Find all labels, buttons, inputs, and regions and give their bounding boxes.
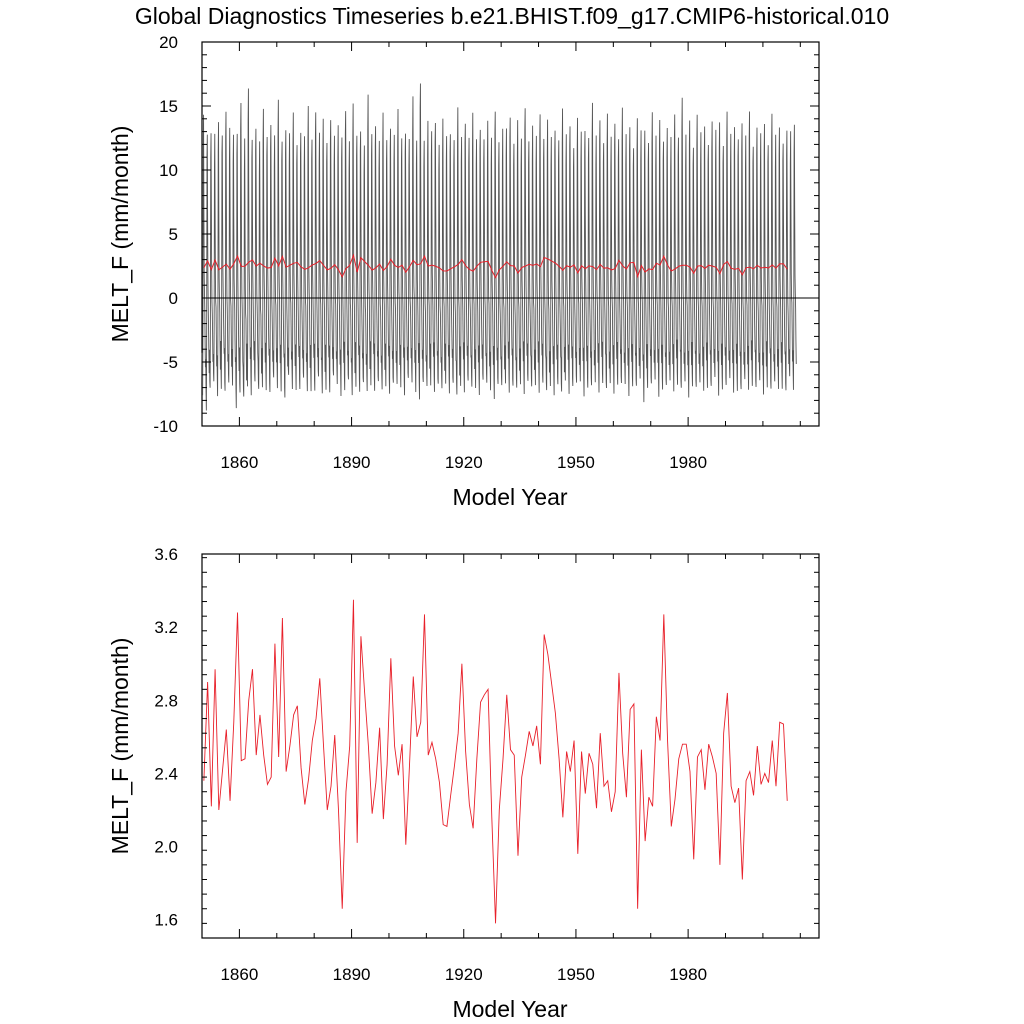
x-tick-label: 1860 bbox=[220, 965, 258, 984]
y-tick-label: 2.4 bbox=[154, 764, 178, 783]
bottom-x-axis-label: Model Year bbox=[452, 996, 567, 1022]
x-tick-label: 1860 bbox=[220, 453, 258, 472]
y-tick-label: 2.8 bbox=[154, 691, 178, 710]
x-tick-label: 1890 bbox=[333, 965, 371, 984]
x-tick-label: 1890 bbox=[333, 453, 371, 472]
y-tick-label: 5 bbox=[169, 225, 178, 244]
top-axis-ticks: 1860 1890 1920 1950 1980 -10 -5 0 5 10 15 20 bbox=[153, 33, 819, 472]
y-tick-label: 2.0 bbox=[154, 838, 178, 857]
y-tick-label: 3.6 bbox=[154, 545, 178, 564]
x-tick-label: 1920 bbox=[445, 453, 483, 472]
top-y-axis-label: MELT_F (mm/month) bbox=[107, 126, 133, 343]
y-tick-label: -10 bbox=[153, 417, 178, 436]
bottom-series-marks bbox=[203, 599, 788, 924]
x-tick-label: 1950 bbox=[557, 453, 595, 472]
top-panel: 1860 1890 1920 1950 1980 -10 -5 0 5 10 15 20 Model … bbox=[107, 33, 820, 510]
bottom-panel: 1860 1890 1920 1950 1980 1.6 2.0 2.4 2.8 3.2 3.6 M… bbox=[107, 545, 820, 1022]
bottom-plot-frame bbox=[201, 553, 820, 939]
annual-mean-line bbox=[203, 253, 788, 279]
bottom-axis-ticks: 1860 1890 1920 1950 1980 1.6 2.0 2.4 2.8 3.2 3.6 bbox=[154, 545, 819, 984]
annual-mean-line bbox=[203, 599, 788, 924]
bottom-y-axis-label: MELT_F (mm/month) bbox=[107, 638, 133, 855]
figure-title: Global Diagnostics Timeseries b.e21.BHIS… bbox=[135, 3, 889, 29]
y-tick-label: -5 bbox=[163, 353, 178, 372]
x-tick-label: 1950 bbox=[557, 965, 595, 984]
monthly-series-line bbox=[201, 83, 797, 411]
top-x-axis-label: Model Year bbox=[452, 484, 567, 510]
x-tick-label: 1980 bbox=[669, 965, 707, 984]
y-tick-label: 20 bbox=[159, 33, 178, 52]
y-tick-label: 0 bbox=[169, 289, 178, 308]
x-tick-label: 1920 bbox=[445, 965, 483, 984]
top-series-marks bbox=[201, 83, 819, 411]
y-tick-label: 3.2 bbox=[154, 618, 178, 637]
x-tick-label: 1980 bbox=[669, 453, 707, 472]
y-tick-label: 1.6 bbox=[154, 911, 178, 930]
y-tick-label: 15 bbox=[159, 97, 178, 116]
y-tick-label: 10 bbox=[159, 161, 178, 180]
